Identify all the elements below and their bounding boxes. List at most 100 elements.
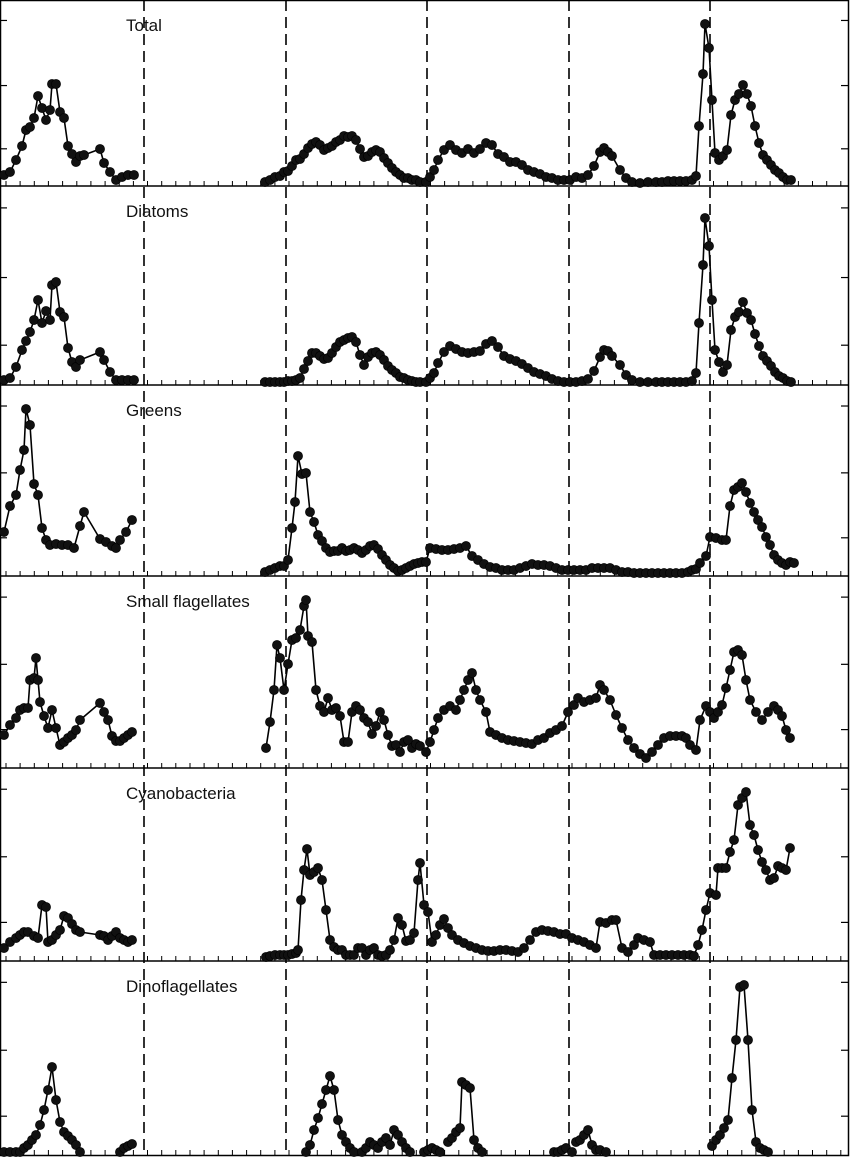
data-point [127,1139,137,1149]
data-point [757,857,767,867]
data-point [469,1135,479,1145]
data-point [589,161,599,171]
data-point [765,540,775,550]
data-point [25,327,35,337]
data-point [750,121,760,131]
data-point [279,685,289,695]
data-point [481,707,491,717]
data-point [395,747,405,757]
data-point [127,935,137,945]
data-point [31,1130,41,1140]
data-point [563,707,573,717]
data-point [738,297,748,307]
data-point [33,490,43,500]
data-point [711,890,721,900]
data-point [47,705,57,715]
data-point [389,935,399,945]
series-line-5-2 [265,791,791,958]
data-point [41,306,51,316]
data-point [745,498,755,508]
data-point [33,933,43,943]
data-point [11,490,21,500]
data-point [51,79,61,89]
data-point [15,465,25,475]
data-point [789,558,799,568]
data-point [99,158,109,168]
data-point [617,723,627,733]
data-point [726,110,736,120]
data-point [41,902,51,912]
data-point [55,925,65,935]
data-point [471,685,481,695]
data-point [623,947,633,957]
data-point [385,945,395,955]
data-point [743,1035,753,1045]
data-point [451,705,461,715]
data-point [371,721,381,731]
data-point [583,170,593,180]
data-point [429,725,439,735]
data-point [129,375,139,385]
data-point [45,105,55,115]
data-point [11,362,21,372]
data-point [623,735,633,745]
data-point [272,640,282,650]
series-line-3-1 [3,408,133,549]
data-point [421,557,431,567]
data-point [31,653,41,663]
data-point [351,337,361,347]
data-point [431,930,441,940]
data-point [23,703,33,713]
data-point [519,943,529,953]
data-point [721,683,731,693]
data-point [99,707,109,717]
data-point [707,295,717,305]
data-point [0,730,9,740]
data-point [37,103,47,113]
data-point [309,1125,319,1135]
data-point [599,685,609,695]
data-point [375,707,385,717]
data-point [261,743,271,753]
panel-title: Total [126,16,162,35]
data-point [29,113,39,123]
data-point [63,343,73,353]
data-point [697,925,707,935]
data-point [29,479,39,489]
data-point [435,1147,445,1157]
data-point [749,830,759,840]
data-point [17,141,27,151]
data-point [641,753,651,763]
data-point [725,665,735,675]
data-point [75,927,85,937]
data-point [769,873,779,883]
data-point [741,675,751,685]
data-point [75,521,85,531]
data-point [785,733,795,743]
data-point [51,277,61,287]
data-point [5,373,15,383]
data-point [21,336,31,346]
data-point [689,951,699,961]
data-point [467,668,477,678]
data-point [701,551,711,561]
data-point [275,653,285,663]
data-point [313,863,323,873]
data-point [487,336,497,346]
data-point [75,355,85,365]
data-point [35,697,45,707]
data-point [455,695,465,705]
data-point [367,729,377,739]
data-point [729,835,739,845]
data-point [421,747,431,757]
data-point [747,1105,757,1115]
data-point [525,935,535,945]
data-point [721,863,731,873]
data-point [753,845,763,855]
data-point [415,741,425,751]
data-point [35,1120,45,1130]
data-point [777,711,787,721]
data-point [359,360,369,370]
data-point [5,501,15,511]
data-point [403,735,413,745]
